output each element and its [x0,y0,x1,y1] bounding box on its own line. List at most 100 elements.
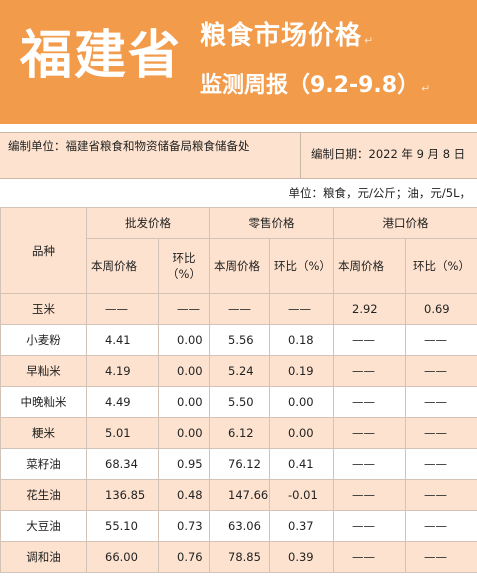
port-price-cell: 2.92 [333,293,406,325]
wholesale-change-header: 环比（%） [158,238,210,294]
unit-note-row: 单位：粮食，元/公斤；油，元/5L， [0,178,477,206]
report-banner: 福建省 粮食市场价格 ↵ 监测周报（9.2-9.8） ↵ [0,0,477,124]
variety-name: 早籼米 [0,355,87,387]
price-rows: 玉米 —— —— —— —— 2.92 0.69 小麦粉 4.41 0.00 5.56 0.18 —— —… [0,293,477,573]
wholesale-change-cell: 0.76 [158,541,210,573]
variety-name: 玉米 [0,293,87,325]
port-price-cell: —— [333,355,406,387]
port-price-cell: —— [333,541,406,573]
port-price-cell: —— [333,448,406,480]
port-change-cell: —— [405,417,477,449]
table-row: 大豆油 55.10 0.73 63.06 0.37 —— —— [0,510,477,542]
table-row: 小麦粉 4.41 0.00 5.56 0.18 —— —— [0,324,477,356]
variety-name: 粳米 [0,417,87,449]
table-row: 菜籽油 68.34 0.95 76.12 0.41 —— —— [0,448,477,480]
report-info-bar: 编制单位：福建省粮食和物资储备局粮食储备处 编制日期：2022 年 9 月 8 … [0,132,477,179]
retail-change-cell: 0.00 [269,386,334,418]
wholesale-change-cell: 0.00 [158,417,210,449]
retail-price-cell: 147.66 [209,479,270,511]
port-change-cell: —— [405,541,477,573]
retail-price-cell: 5.56 [209,324,270,356]
table-row: 中晚籼米 4.49 0.00 5.50 0.00 —— —— [0,386,477,418]
retail-price-cell: 6.12 [209,417,270,449]
retail-change-cell: -0.01 [269,479,334,511]
variety-name: 菜籽油 [0,448,87,480]
port-change-cell: 0.69 [405,293,477,325]
table-row: 早籼米 4.19 0.00 5.24 0.19 —— —— [0,355,477,387]
header-row-groups: 品种 批发价格 零售价格 港口价格 [0,207,477,294]
wholesale-price-cell: 4.41 [86,324,159,356]
variety-name: 花生油 [0,479,87,511]
retail-price-cell: 78.85 [209,541,270,573]
wholesale-price-cell: 136.85 [86,479,159,511]
report-subtitle: 监测周报（9.2-9.8） ↵ [200,73,431,98]
retail-price-header: 本周价格 [209,238,270,294]
retail-price-cell: 5.50 [209,386,270,418]
wholesale-price-header: 本周价格 [86,238,159,294]
port-change-header: 环比（%） [405,238,477,294]
unit-note: 单位：粮食，元/公斤；油，元/5L， [288,186,471,200]
wholesale-header: 批发价格 [86,207,210,239]
wholesale-change-cell: 0.00 [158,386,210,418]
retail-change-cell: 0.37 [269,510,334,542]
report-title: 粮食市场价格 ↵ [200,22,374,51]
wholesale-price-cell: 55.10 [86,510,159,542]
compile-date: 编制日期：2022 年 9 月 8 日 [311,147,466,161]
table-row: 粳米 5.01 0.00 6.12 0.00 —— —— [0,417,477,449]
variety-name: 小麦粉 [0,324,87,356]
port-change-cell: —— [405,448,477,480]
variety-name: 调和油 [0,541,87,573]
paragraph-mark-icon: ↵ [421,82,431,95]
port-price-cell: —— [333,479,406,511]
retail-price-cell: —— [209,293,270,325]
wholesale-change-cell: 0.95 [158,448,210,480]
port-price-cell: —— [333,417,406,449]
wholesale-change-cell: 0.73 [158,510,210,542]
variety-name: 中晚籼米 [0,386,87,418]
compiling-organization: 编制单位：福建省粮食和物资储备局粮食储备处 [8,139,250,153]
table-row: 玉米 —— —— —— —— 2.92 0.69 [0,293,477,325]
variety-header: 品种 [0,207,87,294]
port-price-header: 本周价格 [333,238,406,294]
province-title: 福建省 [20,26,183,86]
table-row: 花生油 136.85 0.48 147.66 -0.01 —— —— [0,479,477,511]
port-price-cell: —— [333,510,406,542]
header-row-columns: 本周价格 环比（%） 本周价格 环比（%） 本周价格 环比（%） [1,238,477,294]
retail-change-cell: —— [269,293,334,325]
price-table: 品种 批发价格 零售价格 港口价格 本周价格 环比（%） 本周价格 环比（%） … [0,207,477,573]
retail-header: 零售价格 [209,207,334,239]
wholesale-change-cell: 0.00 [158,324,210,356]
wholesale-price-cell: 5.01 [86,417,159,449]
retail-price-cell: 5.24 [209,355,270,387]
wholesale-price-cell: 4.19 [86,355,159,387]
paragraph-mark-icon: ↵ [364,34,375,47]
retail-change-cell: 0.18 [269,324,334,356]
wholesale-change-cell: 0.00 [158,355,210,387]
port-change-cell: —— [405,324,477,356]
wholesale-price-cell: —— [86,293,159,325]
date-cell: 编制日期：2022 年 9 月 8 日 [300,133,477,178]
wholesale-price-cell: 68.34 [86,448,159,480]
variety-name: 大豆油 [0,510,87,542]
report-subtitle-text: 监测周报（9.2-9.8） [200,73,420,98]
retail-change-cell: 0.19 [269,355,334,387]
port-price-cell: —— [333,386,406,418]
port-change-cell: —— [405,479,477,511]
retail-change-cell: 0.41 [269,448,334,480]
port-change-cell: —— [405,386,477,418]
wholesale-change-cell: —— [158,293,210,325]
wholesale-price-cell: 4.49 [86,386,159,418]
retail-change-header: 环比（%） [269,238,334,294]
port-price-cell: —— [333,324,406,356]
retail-change-cell: 0.39 [269,541,334,573]
wholesale-price-cell: 66.00 [86,541,159,573]
wholesale-change-cell: 0.48 [158,479,210,511]
port-header: 港口价格 [333,207,477,239]
retail-price-cell: 63.06 [209,510,270,542]
report-title-text: 粮食市场价格 [200,21,363,51]
table-row: 调和油 66.00 0.76 78.85 0.39 —— —— [0,541,477,573]
port-change-cell: —— [405,355,477,387]
retail-change-cell: 0.00 [269,417,334,449]
retail-price-cell: 76.12 [209,448,270,480]
port-change-cell: —— [405,510,477,542]
